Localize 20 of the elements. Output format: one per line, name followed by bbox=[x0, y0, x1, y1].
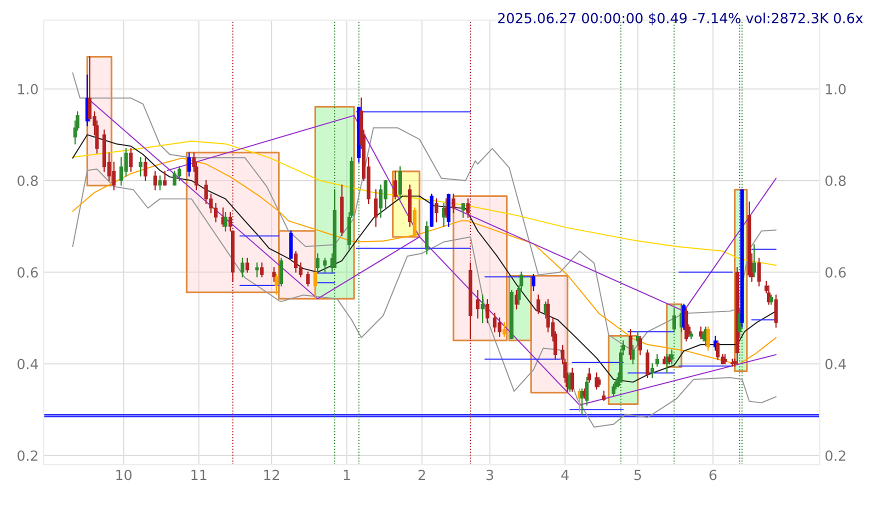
y-tick-label: 0.4 bbox=[18, 358, 38, 370]
y2-tick-label: 0.4 bbox=[825, 358, 846, 370]
x-tick-label: 6 bbox=[710, 470, 717, 480]
y-tick-label: 0.8 bbox=[18, 176, 38, 186]
x-tick-label: 11 bbox=[192, 470, 206, 480]
x-tick-label: 4 bbox=[561, 470, 569, 480]
x-tick-label: 12 bbox=[264, 470, 280, 480]
x-tick-label: 10 bbox=[116, 470, 132, 480]
y2-tick-label: 0.6 bbox=[825, 267, 846, 278]
chart-title: 2025.06.27 00:00:00 $0.49 -7.14% vol:2872.3K 0.6x bbox=[498, 12, 863, 26]
y-tick-label: 1.0 bbox=[18, 84, 38, 94]
x-tick-label: 2 bbox=[418, 470, 425, 480]
y2-tick-label: 0.8 bbox=[825, 176, 846, 186]
x-tick-label: 1 bbox=[344, 470, 350, 480]
y2-tick-label: 1.0 bbox=[826, 84, 846, 94]
x-tick-label: 5 bbox=[634, 470, 641, 480]
x-tick-label: 3 bbox=[486, 470, 494, 480]
y-tick-label: 0.2 bbox=[18, 450, 38, 461]
y-tick-label: 0.6 bbox=[18, 267, 38, 278]
y2-tick-label: 0.2 bbox=[825, 450, 846, 461]
